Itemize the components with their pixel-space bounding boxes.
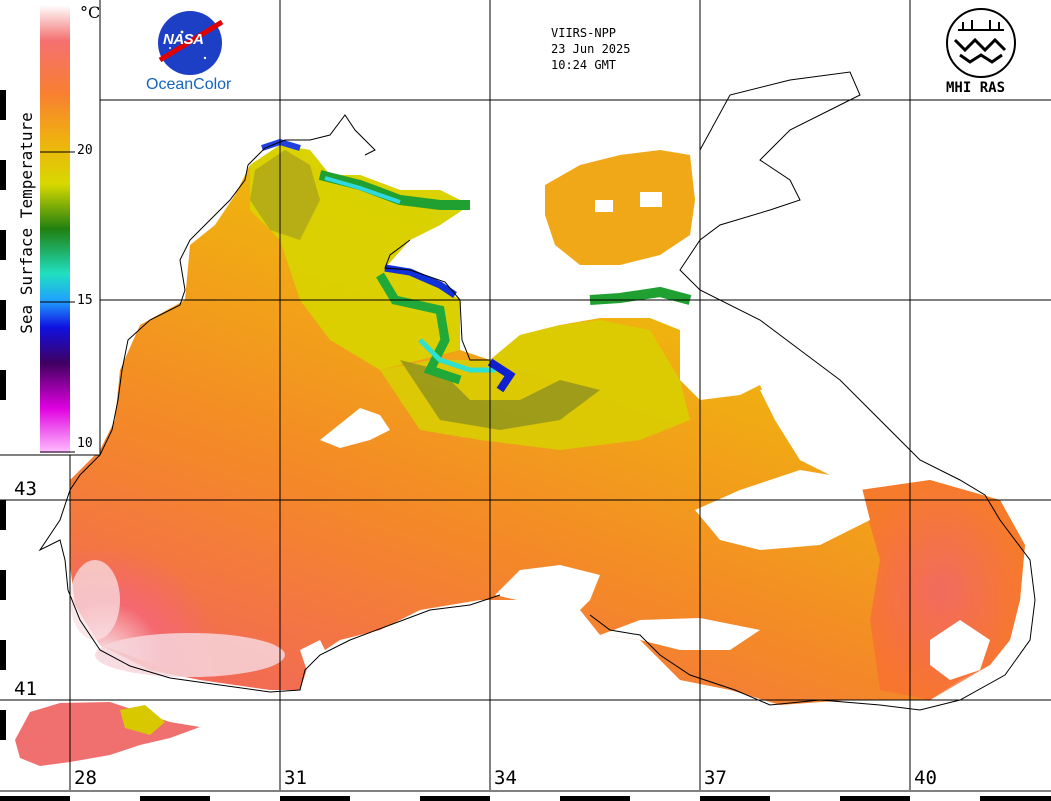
lat-label-43: 43 xyxy=(14,478,37,500)
oceancolor-label: OceanColor xyxy=(146,76,232,93)
marmara-green xyxy=(120,705,165,735)
lat-label-41: 41 xyxy=(14,678,37,700)
colorbar-gradient xyxy=(40,5,70,453)
nasa-logo xyxy=(158,11,224,75)
satellite-date: 23 Jun 2025 xyxy=(551,42,631,56)
bottom-ruler-marks xyxy=(0,796,1051,801)
lon-label-40: 40 xyxy=(914,767,937,789)
coastline-crimea xyxy=(384,239,490,361)
mhi-ras-label: MHI RAS xyxy=(946,80,1006,96)
nasa-logo-text: NASA xyxy=(163,31,204,48)
satellite-time: 10:24 GMT xyxy=(551,58,617,72)
sw-white-core xyxy=(95,633,285,677)
colorbar-tick-20: 20 xyxy=(77,143,93,158)
coastline-south xyxy=(38,164,501,693)
cloud-east xyxy=(760,385,910,490)
colorbar-tick-15: 15 xyxy=(77,293,93,308)
coastline-east xyxy=(589,71,1036,711)
coastal-cyan-n xyxy=(324,176,401,204)
lon-label-37: 37 xyxy=(704,767,727,789)
azov-sst xyxy=(545,150,695,265)
coastal-blue-s xyxy=(487,358,516,393)
lon-label-28: 28 xyxy=(74,767,97,789)
cloud-central xyxy=(320,408,390,448)
cloud-south-coast xyxy=(600,618,760,650)
nw-olive-band xyxy=(250,150,320,240)
satellite-info: VIIRS-NPP 23 Jun 2025 10:24 GMT xyxy=(551,25,630,73)
coastal-green-e xyxy=(589,286,692,305)
mhi-ras-logo xyxy=(946,8,1016,78)
colorbar-title: Sea Surface Temperature xyxy=(17,112,36,334)
lon-label-31: 31 xyxy=(284,767,307,789)
azov-cloud-1 xyxy=(595,200,613,212)
satellite-sensor: VIIRS-NPP xyxy=(551,26,617,40)
coastal-blue-ne xyxy=(384,264,457,298)
left-ruler xyxy=(0,90,6,740)
sw-warm-patch xyxy=(70,470,300,690)
bottom-ruler-bg xyxy=(0,790,1051,801)
colorbar-unit: °C xyxy=(80,3,101,22)
central-olive xyxy=(400,360,600,430)
coastal-green-w xyxy=(376,272,462,385)
coastline-north xyxy=(247,114,376,166)
cloud-se-coast xyxy=(930,620,990,680)
sw-white-core-2 xyxy=(70,560,120,640)
cloud-southeast xyxy=(695,470,870,550)
azov-cloud-2 xyxy=(640,192,662,207)
colorbar-ticks xyxy=(40,151,75,453)
lon-label-34: 34 xyxy=(494,767,517,789)
colorbar-tick-10: 10 xyxy=(77,436,93,451)
coastal-cyan-w xyxy=(418,338,495,373)
cloud-south xyxy=(495,565,600,615)
